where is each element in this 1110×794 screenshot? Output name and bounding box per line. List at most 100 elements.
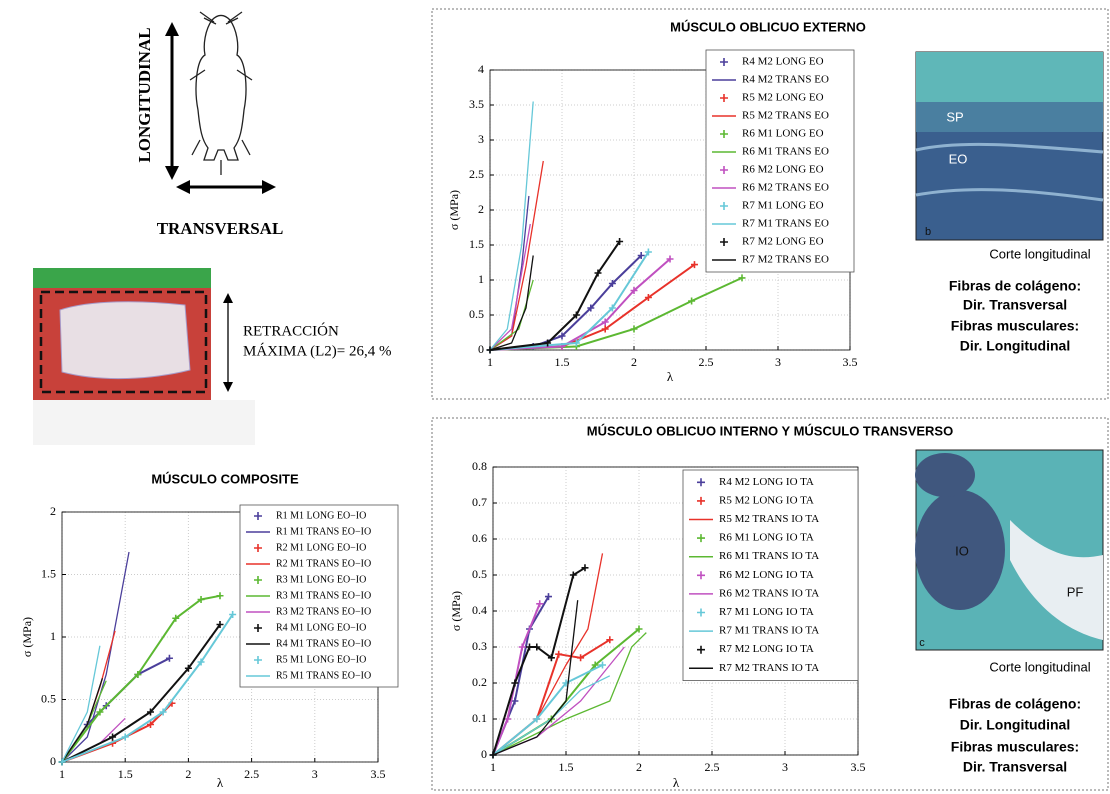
histology-layer — [916, 102, 1103, 132]
plus-marker — [601, 325, 609, 333]
series-line — [492, 600, 579, 756]
image-label: PF — [1067, 584, 1084, 599]
histology-tissue — [1010, 520, 1103, 640]
x-tick-label: 2.5 — [699, 355, 714, 369]
legend-label: R3 M1 LONG EO−IO — [276, 574, 366, 585]
y-tick-label: 0.5 — [469, 307, 484, 321]
legend-marker — [720, 130, 728, 138]
y-tick-label: 0.8 — [472, 459, 487, 473]
legend-label: R3 M2 TRANS EO−IO — [276, 606, 371, 617]
x-tick-label: 3 — [782, 760, 788, 774]
y-tick-label: 0.5 — [41, 691, 56, 705]
plus-marker — [558, 332, 566, 340]
plus-marker — [569, 571, 577, 579]
y-tick-label: 3 — [478, 132, 484, 146]
histology-fiber — [915, 142, 1104, 202]
legend-marker — [720, 166, 728, 174]
plus-marker — [601, 318, 609, 326]
legend-marker — [254, 544, 262, 552]
plus-marker — [134, 671, 142, 678]
y-tick-label: 1 — [50, 629, 56, 643]
image-label: c — [919, 637, 925, 649]
fiber-note: Dir. Transversal — [963, 759, 1067, 775]
y-tick-label: 2.5 — [469, 167, 484, 181]
chart-title: MÚSCULO OBLICUO EXTERNO — [670, 19, 866, 34]
fiber-note: Fibras musculares: — [951, 318, 1079, 334]
photo-ruler — [33, 268, 211, 288]
y-tick-label: 0.5 — [472, 567, 487, 581]
plus-marker — [121, 733, 129, 741]
panel-frame — [431, 417, 1109, 791]
y-tick-label: 1.5 — [41, 566, 56, 580]
plus-marker — [581, 564, 589, 572]
legend-marker — [697, 496, 705, 505]
legend-label: R7 M2 LONG EO — [742, 236, 824, 248]
plus-marker — [511, 679, 519, 687]
legend-label: R1 M1 TRANS EO−IO — [276, 526, 371, 537]
x-tick-label: 3 — [775, 355, 781, 369]
legend-marker — [697, 478, 705, 487]
plus-marker — [594, 269, 602, 277]
image-caption: Corte longitudinal — [989, 246, 1090, 261]
plus-marker — [172, 614, 180, 622]
x-tick-label: 1 — [490, 760, 496, 774]
plus-marker — [690, 261, 698, 269]
x-tick-label: 2 — [636, 760, 642, 774]
rat-sketch — [189, 11, 253, 175]
sample-outline — [39, 290, 208, 394]
y-tick-label: 0.1 — [472, 711, 487, 725]
x-tick-label: 1.5 — [555, 355, 570, 369]
plus-marker — [555, 650, 563, 658]
image-label: IO — [955, 543, 969, 558]
fiber-note: Fibras musculares: — [951, 739, 1079, 755]
histology-image — [915, 51, 1104, 241]
plus-marker — [616, 238, 624, 245]
vertical-label: LONGITUDINAL — [135, 27, 154, 162]
plus-marker — [165, 654, 173, 662]
y-tick-label: 0 — [50, 754, 56, 768]
image-caption: Corte longitudinal — [989, 659, 1090, 674]
image-label: b — [925, 226, 931, 238]
legend-label: R6 M1 LONG IO TA — [719, 532, 814, 544]
plus-marker — [608, 280, 616, 287]
histology-bundle — [915, 453, 975, 497]
x-axis-label: λ — [673, 775, 680, 790]
legend-label: R7 M2 TRANS IO TA — [719, 662, 819, 674]
chart-title: MÚSCULO COMPOSITE — [151, 471, 299, 486]
plus-marker — [518, 643, 526, 651]
retraction-label: MÁXIMA (L2)= 26,4 % — [243, 342, 391, 359]
legend-label: R7 M1 LONG EO — [742, 200, 824, 212]
legend-marker — [720, 238, 728, 246]
y-tick-label: 0 — [481, 747, 487, 761]
plus-marker — [511, 697, 519, 705]
legend-label: R5 M2 LONG IO TA — [719, 494, 814, 506]
legend-label: R4 M2 LONG IO TA — [719, 476, 814, 488]
tissue-sample — [59, 301, 191, 380]
plus-marker — [229, 611, 237, 618]
image-label: EO — [949, 151, 968, 166]
plus-marker — [577, 654, 585, 662]
legend-label: R7 M1 TRANS EO — [742, 218, 829, 230]
legend-marker — [720, 94, 728, 102]
plus-marker — [544, 339, 552, 347]
legend-label: R6 M2 TRANS IO TA — [719, 587, 819, 599]
x-tick-label: 1.5 — [118, 767, 133, 781]
x-axis-label: λ — [667, 369, 674, 384]
x-tick-label: 3.5 — [843, 355, 858, 369]
plus-marker — [109, 733, 117, 741]
x-tick-label: 2.5 — [705, 760, 720, 774]
plus-marker — [599, 661, 606, 669]
legend-marker — [720, 202, 728, 210]
plus-marker — [635, 625, 643, 633]
x-tick-label: 3.5 — [371, 767, 386, 781]
arrowheads — [223, 293, 233, 392]
plus-marker — [159, 708, 167, 716]
series-line — [489, 101, 534, 351]
legend-label: R6 M1 TRANS IO TA — [719, 550, 819, 562]
plus-marker — [216, 621, 224, 628]
plus-marker — [572, 311, 580, 319]
plus-marker — [630, 325, 638, 333]
x-tick-label: 1 — [487, 355, 493, 369]
plus-marker — [630, 287, 638, 294]
plus-marker — [591, 661, 599, 669]
